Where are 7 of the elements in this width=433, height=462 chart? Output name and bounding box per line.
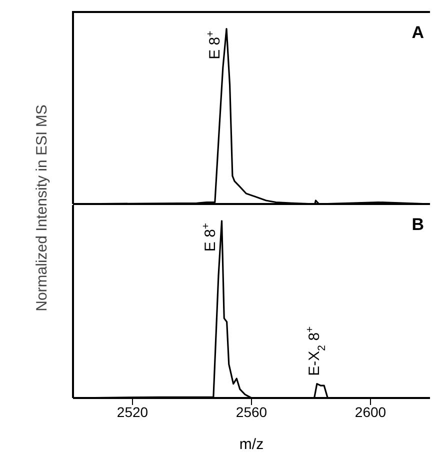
- annotation: B: [412, 215, 424, 235]
- x-tick-label: 2600: [354, 404, 386, 420]
- x-tick-label: 2520: [116, 404, 148, 420]
- x-tick-label: 2560: [236, 404, 268, 420]
- annotation: A: [412, 23, 424, 43]
- x-axis-title: m/z: [239, 436, 264, 453]
- y-axis-title: Normalized Intensity in ESI MS: [34, 104, 50, 312]
